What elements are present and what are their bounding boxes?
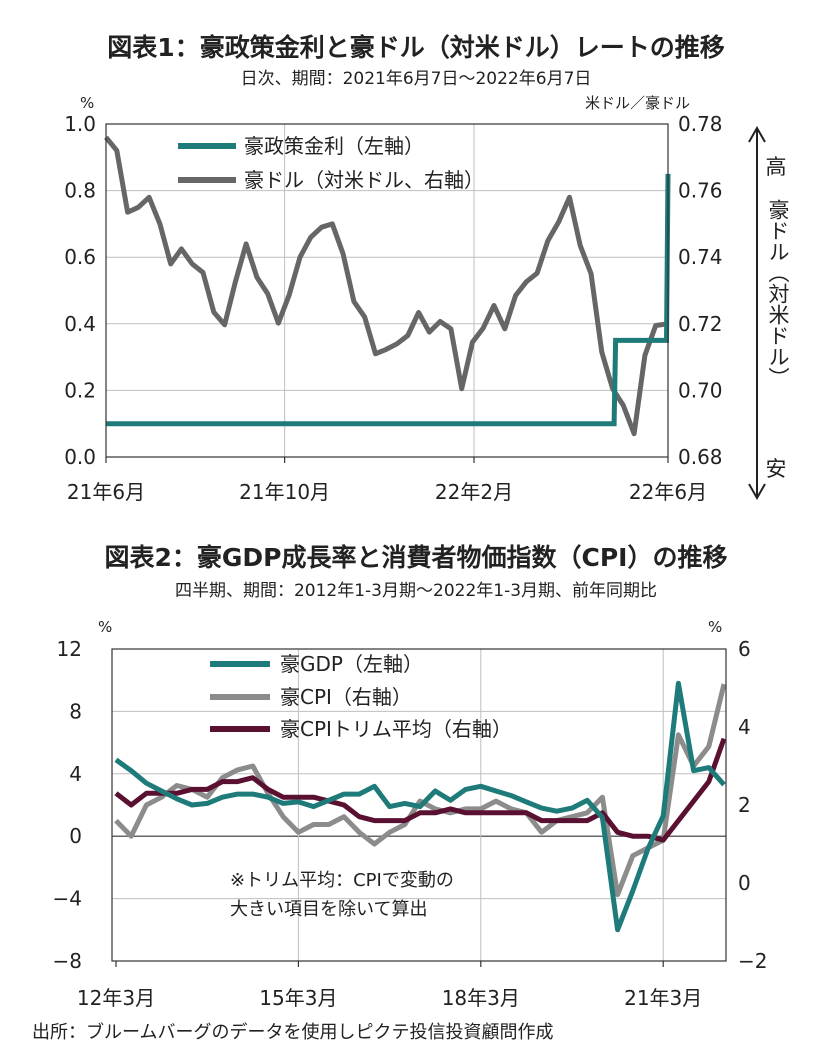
chart2-x-tick: 21年3月 xyxy=(624,986,702,1010)
series-line-trim xyxy=(114,737,727,843)
chart2-left-axis-ticks: 12 8 4 0 −4 −8 xyxy=(53,637,82,973)
series-line-aud xyxy=(104,135,669,437)
arrow-label-high: 高 xyxy=(766,155,787,179)
chart2-right-axis-ticks: 6 4 2 0 −2 xyxy=(738,637,767,973)
chart2-x-tick: 18年3月 xyxy=(442,986,520,1010)
chart2-x-tick: 12年3月 xyxy=(77,986,155,1010)
chart2-plot-frame xyxy=(111,648,727,962)
chart2-series xyxy=(114,680,727,933)
legend-label-rate: 豪政策金利（左軸） xyxy=(244,134,424,158)
chart2-left-tick: 0 xyxy=(69,824,82,848)
chart2-left-tick: 12 xyxy=(57,637,82,661)
chart1-left-tick: 0.2 xyxy=(64,378,96,402)
chart1-left-tick: 0.0 xyxy=(64,445,96,469)
chart2-left-unit: % xyxy=(98,618,112,636)
chart1-right-tick: 0.72 xyxy=(678,312,723,336)
legend-label-cpi: 豪CPI（右軸） xyxy=(280,685,412,709)
chart1-subtitle: 日次、期間：2021年6月7日～2022年6月7日 xyxy=(241,69,592,89)
chart2-x-axis-ticks: 12年3月 15年3月 18年3月 21年3月 xyxy=(77,961,702,1010)
chart1-left-tick: 1.0 xyxy=(64,112,96,136)
chart1-legend: 豪政策金利（左軸） 豪ドル（対米ドル、右軸） xyxy=(178,134,484,192)
chart2-subtitle: 四半期、期間：2012年1-3月期～2022年1-3月期、前年同期比 xyxy=(175,581,657,601)
legend-label-gdp: 豪GDP（左軸） xyxy=(280,652,423,676)
chart1-x-tick: 21年10月 xyxy=(239,480,330,504)
chart1-direction-arrow xyxy=(748,125,766,501)
series-line-rate xyxy=(106,173,671,427)
chart1-left-tick: 0.4 xyxy=(64,312,96,336)
chart1-x-tick: 22年2月 xyxy=(435,480,513,504)
chart1-left-tick: 0.6 xyxy=(64,245,96,269)
chart1-right-tick: 0.74 xyxy=(678,245,723,269)
chart1-title: 図表1：豪政策金利と豪ドル（対米ドル）レートの推移 xyxy=(107,33,724,62)
chart2-right-tick: 0 xyxy=(738,871,751,895)
chart1-x-axis-ticks: 21年6月 21年10月 22年2月 22年6月 xyxy=(67,457,707,504)
chart1-plot-frame xyxy=(105,123,669,458)
chart2-left-tick: 4 xyxy=(69,762,82,786)
arrow-label-aud: 豪ドル（対米ドル） xyxy=(766,199,790,388)
series-line-gdp xyxy=(114,680,726,933)
chart1-x-tick: 22年6月 xyxy=(629,480,707,504)
chart1-right-axis-ticks: 0.78 0.76 0.74 0.72 0.70 0.68 xyxy=(678,112,723,469)
chart2-right-tick: 6 xyxy=(738,637,751,661)
source-note: 出所：ブルームバーグのデータを使用しピクテ投信投資顧問作成 xyxy=(32,1021,553,1043)
chart1-right-tick: 0.76 xyxy=(678,179,723,203)
chart2-left-tick: −4 xyxy=(53,887,82,911)
legend-label-aud: 豪ドル（対米ドル、右軸） xyxy=(244,168,484,192)
chart2-x-tick: 15年3月 xyxy=(259,986,337,1010)
chart1-left-axis-ticks: 1.0 0.8 0.6 0.4 0.2 0.0 xyxy=(64,112,96,469)
chart2-left-tick: −8 xyxy=(53,949,82,973)
chart2-right-tick: 2 xyxy=(738,793,751,817)
legend-label-trim: 豪CPIトリム平均（右軸） xyxy=(280,717,512,741)
chart2-left-tick: 8 xyxy=(69,699,82,723)
chart1-left-unit: % xyxy=(80,94,94,112)
chart1-right-tick: 0.68 xyxy=(678,445,723,469)
chart1-right-tick: 0.78 xyxy=(678,112,723,136)
chart2-right-tick: −2 xyxy=(738,949,767,973)
chart2-right-unit: % xyxy=(708,618,722,636)
chart2-title: 図表2：豪GDP成長率と消費者物価指数（CPI）の推移 xyxy=(105,543,728,572)
chart1-right-unit: 米ドル／豪ドル xyxy=(585,94,690,112)
chart1-right-tick: 0.70 xyxy=(678,378,723,402)
chart2-note-line2: 大きい項目を除いて算出 xyxy=(230,899,427,920)
arrow-label-low: 安 xyxy=(766,457,787,481)
chart2-legend: 豪GDP（左軸） 豪CPI（右軸） 豪CPIトリム平均（右軸） xyxy=(210,652,512,741)
chart1-left-tick: 0.8 xyxy=(64,179,96,203)
chart1-gridlines xyxy=(106,124,668,457)
chart2-right-tick: 4 xyxy=(738,715,751,739)
chart1-x-tick: 21年6月 xyxy=(67,480,145,504)
chart2-note-line1: ※トリム平均：CPIで変動の xyxy=(230,870,454,891)
chart1-series xyxy=(104,135,671,437)
